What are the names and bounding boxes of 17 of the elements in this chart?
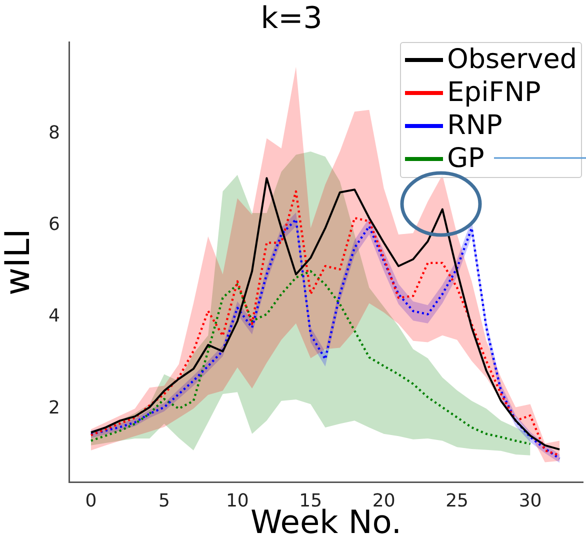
y-tick-label: 4 [48, 306, 60, 327]
x-tick-label: 5 [158, 490, 170, 512]
chart-title: k=3 [260, 0, 322, 36]
x-tick-label: 30 [518, 490, 542, 512]
legend-label: RNP [447, 109, 502, 142]
y-axis-title: wILI [0, 228, 38, 296]
x-tick-label: 0 [85, 490, 97, 512]
legend-label: Observed [447, 43, 577, 76]
y-tick-label: 8 [48, 122, 60, 144]
line-series [90, 270, 532, 446]
y-tick-label: 2 [48, 397, 60, 418]
legend-label: EpiFNP [447, 76, 541, 109]
y-tick-label: 6 [48, 214, 60, 236]
x-tick-label: 25 [446, 490, 469, 512]
x-tick-label: 10 [226, 490, 249, 512]
x-tick-label: 20 [372, 490, 396, 512]
legend-label: GP [447, 142, 484, 175]
